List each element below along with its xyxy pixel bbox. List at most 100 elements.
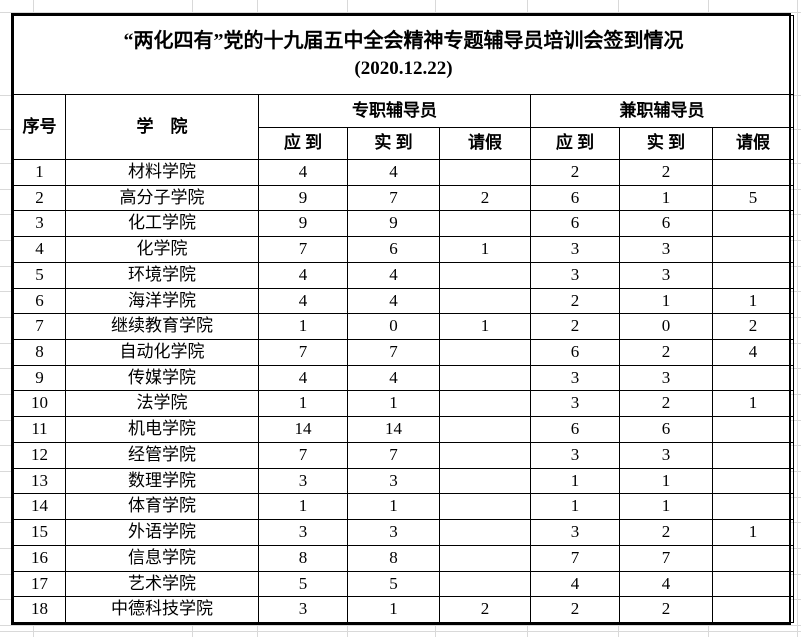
header-fulltime-group[interactable]: 专职辅导员	[258, 94, 531, 128]
ft-actual-cell[interactable]: 5	[347, 570, 440, 598]
pt-expected-cell[interactable]: 2	[530, 159, 620, 186]
college-cell[interactable]: 继续教育学院	[65, 313, 259, 341]
college-cell[interactable]: 信息学院	[65, 544, 259, 572]
ft-expected-cell[interactable]: 7	[258, 236, 348, 263]
college-cell[interactable]: 化工学院	[65, 210, 259, 238]
ft-actual-cell[interactable]: 9	[347, 210, 440, 238]
pt-leave-cell[interactable]: 2	[712, 313, 794, 341]
ft-leave-cell[interactable]	[439, 364, 531, 392]
ft-expected-cell[interactable]: 3	[258, 467, 348, 495]
pt-actual-cell[interactable]: 7	[619, 544, 713, 572]
pt-leave-cell[interactable]	[712, 210, 794, 238]
pt-expected-cell[interactable]: 4	[530, 570, 620, 598]
college-cell[interactable]: 材料学院	[65, 159, 259, 186]
row-index-cell[interactable]: 14	[13, 493, 66, 521]
ft-expected-cell[interactable]: 7	[258, 339, 348, 366]
pt-actual-cell[interactable]: 2	[619, 159, 713, 186]
pt-leave-cell[interactable]	[712, 596, 794, 623]
ft-expected-cell[interactable]: 9	[258, 210, 348, 238]
ft-leave-cell[interactable]	[439, 159, 531, 186]
ft-actual-cell[interactable]: 7	[347, 184, 440, 212]
ft-actual-cell[interactable]: 1	[347, 390, 440, 418]
ft-actual-cell[interactable]: 3	[347, 519, 440, 546]
college-cell[interactable]: 自动化学院	[65, 339, 259, 366]
pt-leave-cell[interactable]	[712, 261, 794, 289]
pt-leave-cell[interactable]	[712, 544, 794, 572]
ft-expected-cell[interactable]: 8	[258, 544, 348, 572]
ft-actual-cell[interactable]: 6	[347, 236, 440, 263]
pt-actual-cell[interactable]: 3	[619, 236, 713, 263]
pt-actual-cell[interactable]: 2	[619, 339, 713, 366]
header-parttime-group[interactable]: 兼职辅导员	[530, 94, 794, 128]
pt-actual-cell[interactable]: 4	[619, 570, 713, 598]
row-index-cell[interactable]: 16	[13, 544, 66, 572]
ft-leave-cell[interactable]	[439, 493, 531, 521]
row-index-cell[interactable]: 1	[13, 159, 66, 186]
ft-expected-cell[interactable]: 4	[258, 364, 348, 392]
pt-leave-cell[interactable]	[712, 236, 794, 263]
pt-actual-cell[interactable]: 3	[619, 261, 713, 289]
pt-expected-cell[interactable]: 3	[530, 441, 620, 469]
pt-expected-cell[interactable]: 6	[530, 210, 620, 238]
header-college[interactable]: 学 院	[65, 94, 259, 160]
pt-expected-cell[interactable]: 7	[530, 544, 620, 572]
college-cell[interactable]: 外语学院	[65, 519, 259, 546]
college-cell[interactable]: 化学院	[65, 236, 259, 263]
ft-expected-cell[interactable]: 7	[258, 441, 348, 469]
pt-actual-cell[interactable]: 6	[619, 416, 713, 443]
pt-expected-cell[interactable]: 3	[530, 390, 620, 418]
college-cell[interactable]: 法学院	[65, 390, 259, 418]
ft-actual-cell[interactable]: 4	[347, 287, 440, 315]
ft-leave-cell[interactable]	[439, 339, 531, 366]
pt-expected-cell[interactable]: 3	[530, 236, 620, 263]
pt-leave-cell[interactable]	[712, 467, 794, 495]
pt-leave-cell[interactable]	[712, 159, 794, 186]
ft-expected-cell[interactable]: 1	[258, 493, 348, 521]
row-index-cell[interactable]: 11	[13, 416, 66, 443]
pt-leave-cell[interactable]	[712, 570, 794, 598]
ft-leave-cell[interactable]	[439, 261, 531, 289]
row-index-cell[interactable]: 7	[13, 313, 66, 341]
pt-leave-cell[interactable]	[712, 416, 794, 443]
college-cell[interactable]: 高分子学院	[65, 184, 259, 212]
pt-actual-cell[interactable]: 3	[619, 364, 713, 392]
row-index-cell[interactable]: 15	[13, 519, 66, 546]
ft-actual-cell[interactable]: 7	[347, 441, 440, 469]
row-index-cell[interactable]: 10	[13, 390, 66, 418]
pt-expected-cell[interactable]: 2	[530, 287, 620, 315]
college-cell[interactable]: 数理学院	[65, 467, 259, 495]
ft-leave-cell[interactable]	[439, 570, 531, 598]
pt-leave-cell[interactable]	[712, 441, 794, 469]
ft-leave-cell[interactable]	[439, 287, 531, 315]
ft-expected-cell[interactable]: 4	[258, 287, 348, 315]
header-pt-actual[interactable]: 实 到	[619, 127, 713, 160]
pt-expected-cell[interactable]: 6	[530, 416, 620, 443]
college-cell[interactable]: 艺术学院	[65, 570, 259, 598]
pt-leave-cell[interactable]: 1	[712, 519, 794, 546]
pt-expected-cell[interactable]: 3	[530, 261, 620, 289]
pt-leave-cell[interactable]: 1	[712, 390, 794, 418]
ft-expected-cell[interactable]: 3	[258, 519, 348, 546]
title-cell[interactable]: “两化四有”党的十九届五中全会精神专题辅导员培训会签到情况 (2020.12.2…	[13, 15, 794, 95]
ft-leave-cell[interactable]	[439, 441, 531, 469]
pt-leave-cell[interactable]: 1	[712, 287, 794, 315]
ft-expected-cell[interactable]: 1	[258, 390, 348, 418]
pt-expected-cell[interactable]: 3	[530, 519, 620, 546]
ft-actual-cell[interactable]: 4	[347, 159, 440, 186]
pt-leave-cell[interactable]: 4	[712, 339, 794, 366]
pt-actual-cell[interactable]: 2	[619, 519, 713, 546]
row-index-cell[interactable]: 17	[13, 570, 66, 598]
ft-actual-cell[interactable]: 7	[347, 339, 440, 366]
ft-actual-cell[interactable]: 8	[347, 544, 440, 572]
pt-actual-cell[interactable]: 2	[619, 596, 713, 623]
pt-actual-cell[interactable]: 1	[619, 467, 713, 495]
ft-actual-cell[interactable]: 14	[347, 416, 440, 443]
college-cell[interactable]: 环境学院	[65, 261, 259, 289]
ft-actual-cell[interactable]: 4	[347, 364, 440, 392]
ft-expected-cell[interactable]: 1	[258, 313, 348, 341]
pt-expected-cell[interactable]: 2	[530, 596, 620, 623]
ft-leave-cell[interactable]: 2	[439, 596, 531, 623]
college-cell[interactable]: 经管学院	[65, 441, 259, 469]
pt-expected-cell[interactable]: 6	[530, 184, 620, 212]
header-ft-actual[interactable]: 实 到	[347, 127, 440, 160]
